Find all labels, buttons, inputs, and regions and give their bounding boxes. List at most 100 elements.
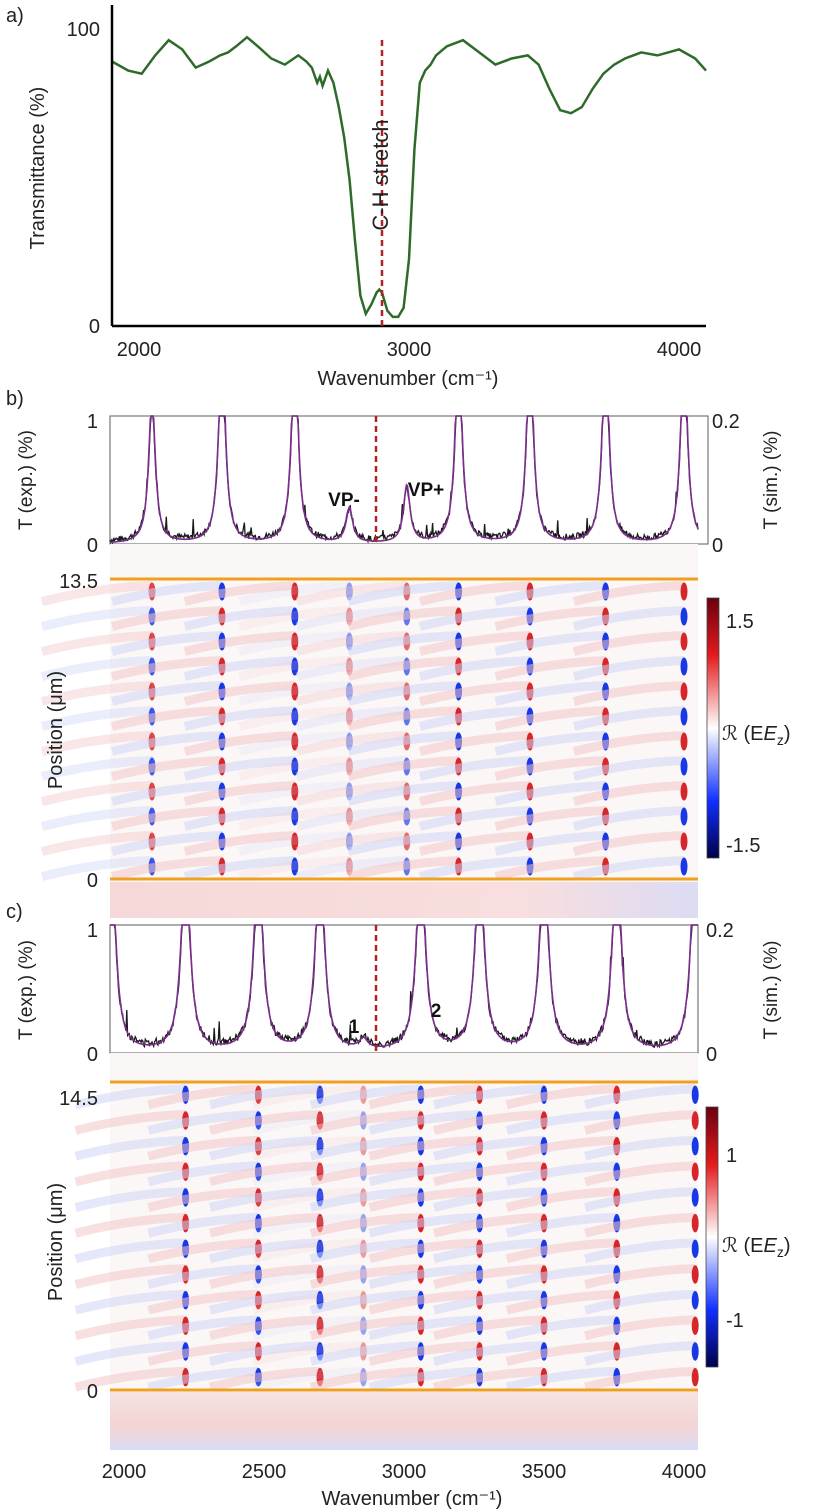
mode-9-stripe-10 — [572, 806, 685, 831]
panel-b-ytick-left-1: 1 — [87, 411, 98, 433]
mode-9-stripe-4 — [572, 656, 685, 681]
mode-7-stripe-5 — [418, 681, 531, 706]
mode-8-stripe-4 — [494, 656, 606, 681]
mode-6-stripe-11 — [347, 831, 459, 856]
panel-b-label: b) — [6, 388, 24, 410]
mode-3-stripe-1 — [183, 581, 295, 606]
mode-6-stripe-9 — [368, 1289, 480, 1315]
mode-4-stripe-9 — [252, 1289, 364, 1315]
mode-4-stripe-2 — [238, 606, 350, 631]
mode-4-lobe-12 — [345, 857, 353, 876]
mode-4-lobe-11 — [345, 832, 353, 851]
panel-b-colorbar-tick-max: 1.5 — [726, 611, 754, 633]
mode-9-lobe-7 — [691, 1239, 699, 1259]
mode-9-stripe-6 — [584, 1212, 696, 1238]
mode-7-stripe-8 — [418, 756, 531, 781]
mode-5-stripe-7 — [309, 1238, 421, 1264]
mode-9-stripe-8 — [584, 1264, 696, 1289]
mode-4-lobe-2 — [345, 607, 353, 626]
panel-b-mode-columns — [40, 581, 688, 881]
mode-2-stripe-7 — [110, 731, 223, 756]
mode-3-stripe-3 — [208, 1135, 321, 1161]
mode-3-stripe-12 — [183, 856, 295, 881]
mode-9-lobe-2 — [691, 1111, 699, 1130]
mode-6-stripe-1 — [347, 581, 459, 606]
mode-7-stripe-2 — [432, 1110, 545, 1135]
mode-6-stripe-3 — [368, 1135, 480, 1161]
panel-c-ylabel-left: T (exp.) (%) — [16, 940, 37, 1040]
mode-9-lobe-4 — [691, 1162, 699, 1182]
mode-1-stripe-6 — [74, 1212, 186, 1238]
panel-c-xtick-3000: 3000 — [382, 1461, 427, 1483]
mode-7-stripe-4 — [432, 1161, 545, 1187]
panel-a-xtick-2000: 2000 — [117, 339, 162, 361]
mode-2-stripe-10 — [147, 1315, 259, 1341]
panel-a-ytick-0: 0 — [89, 316, 100, 338]
mode-7-stripe-2 — [418, 606, 531, 631]
mode-1-stripe-4 — [74, 1161, 186, 1187]
mode-column-9 — [572, 581, 688, 881]
mode-5-stripe-10 — [295, 806, 407, 831]
panel-b-map-bottom-band — [110, 882, 698, 918]
mode-8-stripe-10 — [494, 806, 606, 831]
mode-5-stripe-3 — [309, 1135, 421, 1161]
mode-2-stripe-7 — [147, 1238, 259, 1264]
mode-7-stripe-9 — [432, 1289, 545, 1315]
mode-6-stripe-4 — [368, 1161, 480, 1187]
mode-6-stripe-3 — [347, 631, 459, 656]
mode-4-stripe-6 — [238, 706, 350, 731]
panel-b-ytick-right-02: 0.2 — [712, 411, 740, 433]
mode-7-stripe-1 — [432, 1084, 545, 1110]
mode-6-stripe-8 — [368, 1264, 480, 1289]
panel-c-label: c) — [6, 901, 23, 923]
mode-2-stripe-12 — [110, 856, 223, 881]
mode-6-stripe-5 — [347, 681, 459, 706]
mode-5-stripe-2 — [309, 1110, 421, 1135]
mode-8-stripe-1 — [494, 581, 606, 606]
mode-9-stripe-9 — [572, 781, 685, 806]
mode-9-lobe-9 — [691, 1291, 699, 1310]
mode-6-stripe-10 — [368, 1315, 480, 1341]
mode-1-stripe-8 — [74, 1264, 186, 1289]
mode-4-lobe-3 — [345, 632, 353, 651]
mode-8-stripe-5 — [494, 681, 606, 706]
mode-4-stripe-3 — [252, 1135, 364, 1161]
panel-c-field-map: 14.5 0 Position (μm) 1 -1 ℛ (EEz) 2000 2… — [45, 1053, 791, 1510]
mode-7-stripe-3 — [418, 631, 531, 656]
mode-6-stripe-2 — [347, 606, 459, 631]
mode-2-stripe-5 — [110, 681, 223, 706]
mode-8-stripe-6 — [494, 706, 606, 731]
vp-plus-label: VP+ — [408, 480, 444, 501]
mode-9-lobe-12 — [691, 1368, 699, 1387]
mode-9-stripe-3 — [572, 631, 685, 656]
mode-9-lobe-10 — [680, 807, 688, 826]
mode-1-stripe-10 — [74, 1315, 186, 1341]
mode-8-stripe-3 — [494, 631, 606, 656]
mode-8-stripe-3 — [505, 1135, 617, 1161]
mode-4-stripe-12 — [252, 1366, 364, 1392]
mode-2-stripe-8 — [110, 756, 223, 781]
mode-1-stripe-5 — [40, 681, 153, 706]
mode-9-lobe-9 — [680, 782, 688, 801]
mode-9-lobe-6 — [691, 1214, 699, 1233]
mode-2-stripe-9 — [110, 781, 223, 806]
mode-6-stripe-6 — [347, 706, 459, 731]
mode-9-lobe-3 — [691, 1137, 699, 1156]
mode-9-stripe-7 — [572, 731, 685, 756]
mode-7-stripe-9 — [418, 781, 531, 806]
mode-5-stripe-10 — [309, 1315, 421, 1341]
mode-3-lobe-7 — [291, 732, 299, 751]
mode-3-stripe-8 — [183, 756, 295, 781]
mode-5-stripe-11 — [295, 831, 407, 856]
mode-4-stripe-1 — [238, 581, 350, 606]
mode-4-lobe-10 — [345, 807, 353, 826]
mode-column-4 — [238, 581, 353, 881]
mode-6-stripe-10 — [347, 806, 459, 831]
mode-6-stripe-2 — [368, 1110, 480, 1135]
mode-6-stripe-5 — [368, 1187, 480, 1212]
mode-2-stripe-5 — [147, 1187, 259, 1212]
panel-b-ytick-right-0: 0 — [712, 535, 723, 557]
mode-4-stripe-5 — [238, 681, 350, 706]
mode-2-stripe-11 — [147, 1341, 259, 1366]
mode-9-lobe-8 — [680, 757, 688, 776]
